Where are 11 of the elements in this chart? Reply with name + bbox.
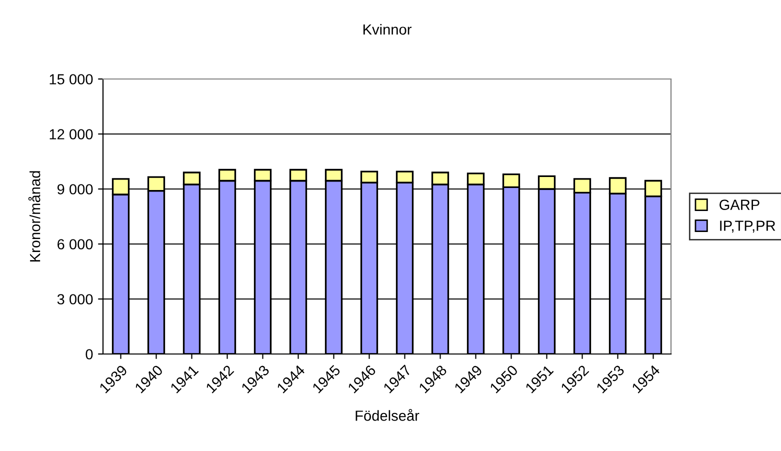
x-axis-title: Födelseår xyxy=(356,408,420,421)
y-tick-label: 15 000 xyxy=(50,74,93,84)
legend-label: IP,TP,PR xyxy=(720,220,776,233)
y-axis-title: Kronor/månad xyxy=(28,171,40,262)
legend-label: GARP xyxy=(720,200,760,210)
y-tick-label: 9 000 xyxy=(57,184,93,194)
y-tick-label: 0 xyxy=(86,349,93,360)
chart-title: Kvinnor xyxy=(363,24,412,35)
y-tick-label: 3 000 xyxy=(57,294,93,304)
y-tick-label: 12 000 xyxy=(50,129,93,140)
y-tick-label: 6 000 xyxy=(58,239,93,250)
